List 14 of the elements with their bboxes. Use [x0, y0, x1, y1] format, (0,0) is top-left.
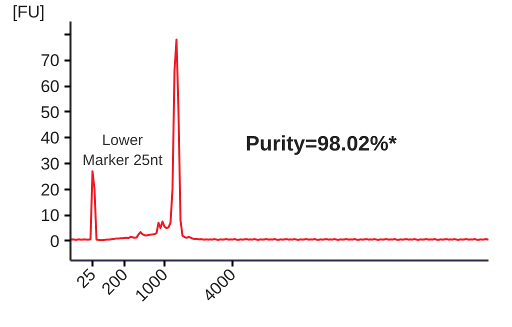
x-tick-label: 25: [72, 265, 100, 292]
y-axis-title: [FU]: [12, 2, 45, 22]
line-series: [70, 38, 488, 242]
y-tick-label: 10: [40, 206, 60, 226]
annotation: Lower Marker 25nt: [82, 132, 164, 170]
y-tick-label: 40: [40, 128, 60, 148]
x-tick-label: 200: [98, 265, 132, 299]
y-tick-label: 0: [50, 232, 60, 251]
y-tick-label: 70: [40, 51, 60, 70]
y-tick-label: 60: [40, 77, 60, 96]
y-tick-label: 30: [40, 154, 60, 174]
annotation: Purity=98.02%*: [246, 132, 398, 156]
y-tick-label: 20: [40, 180, 60, 200]
y-tick-label: 50: [40, 102, 60, 122]
